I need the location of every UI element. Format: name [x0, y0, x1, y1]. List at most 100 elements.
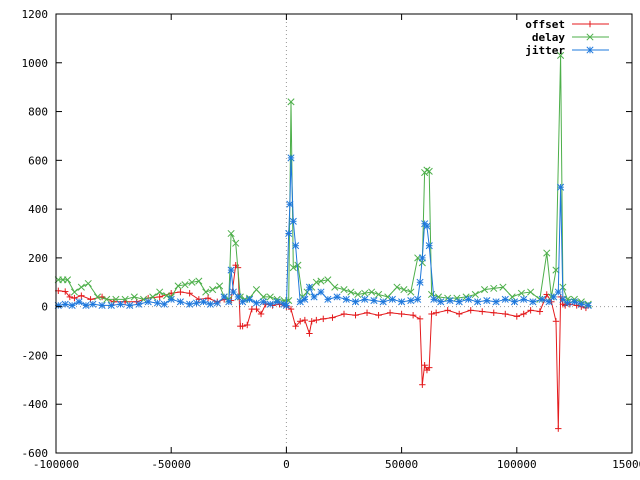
data-point-offset [352, 312, 359, 319]
data-point-jitter [351, 298, 360, 306]
data-point-jitter [425, 242, 433, 250]
data-point-jitter [418, 254, 426, 262]
data-point-jitter [550, 293, 558, 301]
data-point-delay [347, 288, 355, 296]
data-point-delay [287, 98, 295, 106]
data-point-delay [216, 282, 224, 290]
x-tick-label: -100000 [33, 458, 79, 471]
data-point-delay [294, 261, 302, 269]
data-point-jitter [501, 295, 509, 303]
data-point-jitter [213, 299, 221, 307]
data-point-offset [244, 321, 251, 329]
data-point-jitter [266, 300, 274, 308]
data-point-offset [78, 292, 85, 299]
legend-marker-offset [586, 20, 594, 28]
data-point-jitter [416, 278, 424, 286]
data-point-delay [340, 286, 348, 294]
data-point-delay [425, 167, 433, 175]
data-point-offset [257, 310, 265, 318]
y-tick-label: 0 [41, 301, 48, 314]
y-tick-label: 200 [28, 252, 48, 265]
data-point-offset [419, 381, 426, 388]
y-tick-label: 1200 [22, 8, 49, 21]
series-offset [55, 262, 590, 432]
data-point-delay [181, 281, 189, 289]
data-point-offset [156, 293, 163, 301]
data-point-delay [407, 288, 415, 296]
data-point-offset [536, 308, 544, 315]
data-point-jitter [68, 301, 76, 310]
data-point-jitter [559, 295, 567, 303]
data-point-jitter [186, 300, 194, 308]
y-tick-label: 1000 [22, 57, 49, 70]
data-point-delay [174, 282, 182, 290]
data-point-jitter [545, 298, 553, 306]
data-point-delay [156, 288, 164, 296]
data-point-delay [375, 290, 383, 299]
data-point-delay [480, 286, 489, 294]
data-point-jitter [324, 295, 332, 303]
x-tick-label: 100000 [497, 458, 537, 471]
data-point-jitter [529, 298, 537, 306]
series-line-jitter [58, 157, 589, 307]
data-point-delay [195, 277, 203, 285]
data-point-jitter [446, 297, 454, 305]
data-point-delay [163, 292, 171, 300]
series-jitter [54, 154, 592, 310]
data-point-offset [62, 288, 69, 295]
data-point-jitter [483, 297, 491, 305]
data-point-jitter [259, 298, 267, 306]
data-point-jitter [474, 298, 482, 306]
data-point-delay [84, 279, 92, 288]
data-point-jitter [310, 293, 318, 301]
data-point-offset [426, 364, 433, 371]
data-point-delay [77, 283, 85, 291]
y-tick-label: -200 [22, 349, 49, 362]
data-point-delay [252, 286, 261, 294]
data-point-jitter [176, 298, 184, 306]
data-point-delay [312, 278, 320, 286]
data-point-delay [188, 278, 196, 286]
data-point-offset [409, 312, 417, 319]
data-point-jitter [333, 293, 341, 301]
data-point-offset [66, 293, 74, 301]
y-tick-label: 600 [28, 154, 48, 167]
data-point-offset [287, 305, 295, 313]
data-point-jitter [116, 300, 125, 308]
data-point-delay [93, 293, 102, 301]
data-point-jitter [286, 200, 294, 208]
data-point-offset [456, 310, 463, 318]
data-point-jitter [423, 222, 431, 230]
data-point-jitter [538, 295, 546, 303]
x-tick-label: 150000 [612, 458, 640, 471]
data-point-jitter [252, 299, 261, 307]
y-tick-label: -400 [22, 398, 49, 411]
data-point-offset [71, 294, 78, 302]
data-point-jitter [557, 183, 565, 191]
data-point-jitter [563, 299, 572, 307]
data-point-offset [313, 316, 320, 324]
data-point-jitter [570, 298, 578, 306]
data-point-offset [340, 310, 348, 318]
data-point-jitter [492, 298, 500, 306]
data-point-delay [317, 277, 325, 285]
data-point-jitter [407, 297, 415, 305]
data-point-jitter [317, 288, 325, 296]
data-point-offset [479, 308, 486, 315]
data-point-jitter [398, 298, 406, 306]
data-point-offset [444, 307, 451, 314]
data-point-jitter [160, 300, 168, 308]
x-tick-label: -50000 [151, 458, 191, 471]
data-point-jitter [245, 295, 254, 303]
data-point-offset [398, 310, 405, 318]
data-point-jitter [455, 298, 463, 306]
data-point-delay [543, 249, 551, 257]
data-point-delay [63, 276, 72, 284]
data-point-offset [177, 288, 184, 296]
legend-marker-jitter [586, 46, 594, 54]
data-point-offset [555, 425, 562, 432]
data-point-jitter [135, 300, 143, 308]
